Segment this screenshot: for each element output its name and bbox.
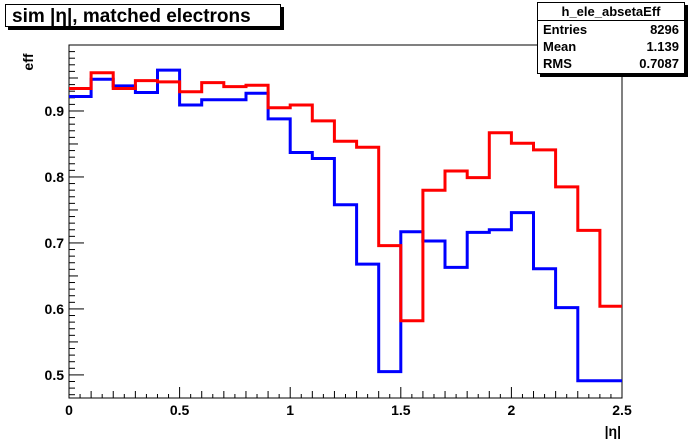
stats-value: 8296: [650, 22, 679, 37]
x-axis-label: |η|: [605, 423, 621, 439]
stats-row-entries: Entries 8296: [538, 21, 684, 38]
x-tick-label: 0: [65, 402, 73, 418]
series-blue: [69, 68, 622, 383]
stats-label: Mean: [543, 39, 577, 54]
x-tick-label: 1.5: [391, 402, 411, 418]
axis-ticks: 0 0.5 1 1.5 2 2.5 0.5 0.6 0.7 0.8 0.9: [45, 51, 632, 418]
stats-label: Entries: [543, 22, 588, 37]
series-red: [69, 71, 622, 323]
stats-row-mean: Mean 1.139: [538, 38, 684, 55]
y-tick-label: 0.6: [45, 301, 65, 317]
stats-label: RMS: [543, 56, 572, 71]
series-line: [69, 71, 622, 323]
y-axis-label: eff: [20, 53, 36, 70]
stats-box: h_ele_absetaEff Entries 8296 Mean 1.139 …: [537, 2, 685, 74]
series-line: [69, 68, 622, 383]
y-tick-label: 0.9: [45, 103, 65, 119]
chart-title: sim |η|, matched electrons: [5, 4, 281, 27]
x-tick-label: 2.5: [612, 402, 632, 418]
y-tick-label: 0.7: [45, 235, 65, 251]
x-tick-label: 2: [508, 402, 516, 418]
plot-frame: [68, 44, 623, 399]
y-tick-label: 0.5: [45, 367, 65, 383]
stats-histogram-name: h_ele_absetaEff: [538, 3, 684, 21]
series-layer: [69, 68, 622, 383]
x-tick-label: 0.5: [170, 402, 190, 418]
x-tick-label: 1: [286, 402, 294, 418]
stats-value: 1.139: [646, 39, 679, 54]
stats-value: 0.7087: [639, 56, 679, 71]
y-tick-label: 0.8: [45, 169, 65, 185]
stats-row-rms: RMS 0.7087: [538, 55, 684, 72]
